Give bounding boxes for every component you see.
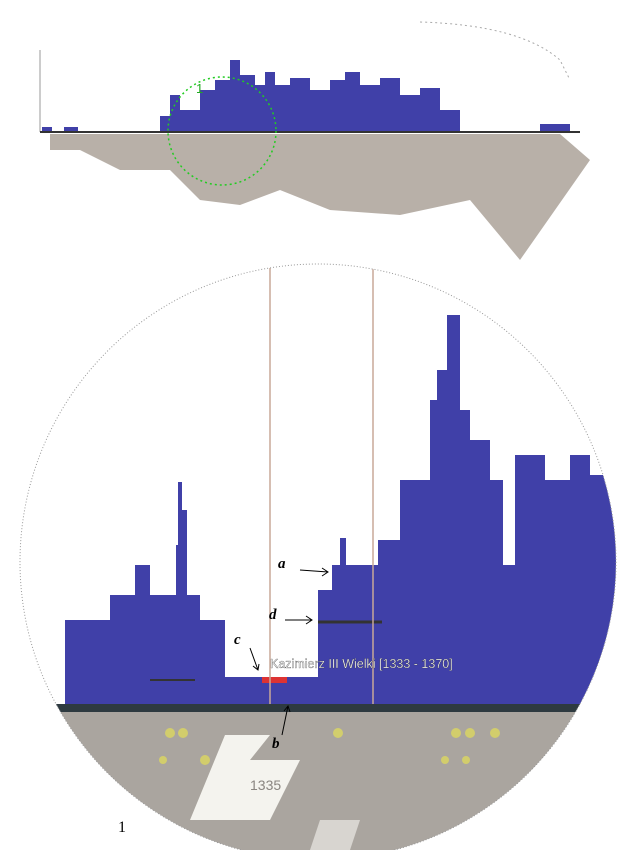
- arrows: [249, 567, 329, 736]
- overview-reflection: [50, 134, 590, 260]
- label-patch: [190, 735, 300, 820]
- time-axis: [20, 704, 616, 712]
- axis-label: 1335: [250, 777, 281, 793]
- region-label: 1: [196, 81, 203, 96]
- overview-trace: [419, 21, 571, 81]
- figure-label: 1: [118, 819, 126, 836]
- overview-bar: [64, 127, 78, 132]
- highlight: [262, 677, 287, 683]
- overview-bar: [540, 124, 570, 132]
- ruler-label: Kazimierz III Wielki [1333 - 1370]: [270, 657, 453, 671]
- zoom-region: [167, 76, 277, 186]
- detail-histogram: [65, 315, 616, 705]
- overview-bar: [42, 127, 52, 132]
- detail: 1335: [20, 265, 616, 850]
- overview: 1: [39, 21, 590, 260]
- annotation: b: [272, 736, 280, 752]
- annotation: c: [234, 632, 241, 648]
- annotation: d: [269, 607, 277, 623]
- annotation: a: [278, 556, 286, 572]
- markers: [159, 728, 500, 765]
- overview-histogram: [160, 60, 460, 132]
- lens-border: [19, 263, 617, 850]
- label-patch: [310, 820, 360, 850]
